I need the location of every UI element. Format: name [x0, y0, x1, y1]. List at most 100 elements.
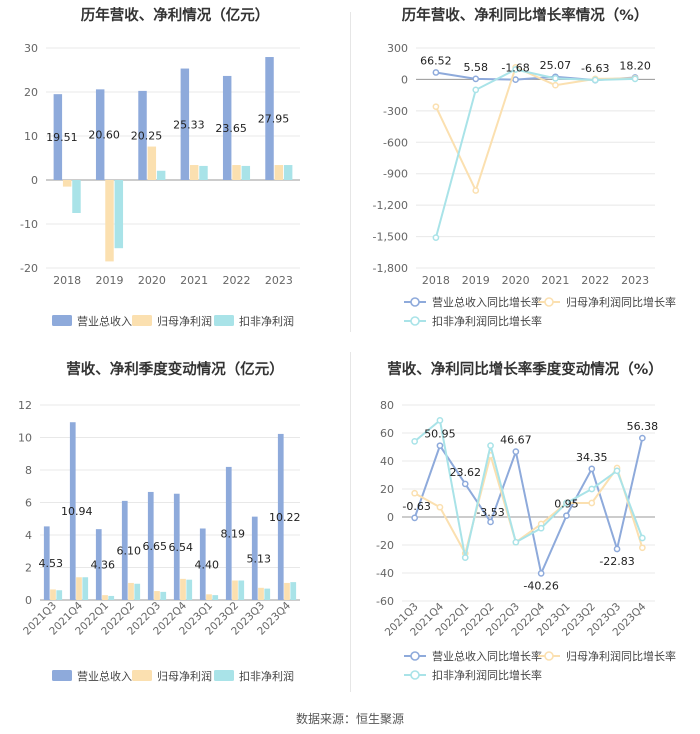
- bar-deducted-net-profit: [212, 595, 219, 600]
- bar-revenue: [138, 90, 147, 180]
- line-value-label: -0.63: [402, 500, 430, 513]
- y-tick-label: 2: [25, 562, 32, 575]
- bar-revenue: [43, 526, 50, 600]
- bar-parent-net-profit: [180, 578, 186, 600]
- bar-value-label: 8.19: [221, 527, 246, 540]
- series-point-0: [639, 434, 646, 442]
- bar-value-label: 25.33: [173, 118, 205, 131]
- series-point-0: [512, 76, 519, 83]
- bar-value-label: 10.94: [61, 505, 93, 518]
- y-tick-label: 0: [31, 174, 38, 187]
- chart-title: 营收、净利季度变动情况（亿元）: [66, 362, 284, 378]
- legend-swatch: [214, 315, 234, 326]
- bar-deducted-net-profit: [108, 595, 115, 600]
- bar-deducted-net-profit: [156, 170, 166, 180]
- y-tick-label: 0: [401, 73, 408, 86]
- x-tick-label: 2018: [53, 274, 81, 287]
- y-tick-label: -10: [20, 218, 38, 231]
- bar-parent-net-profit: [232, 165, 241, 180]
- legend-swatch: [214, 670, 234, 681]
- series-point-2: [613, 467, 621, 475]
- legend-marker: [410, 670, 420, 680]
- line-value-label: 56.38: [627, 420, 659, 433]
- series-point-2: [512, 66, 519, 73]
- bar-parent-net-profit: [258, 587, 264, 600]
- bar-value-label: 6.54: [169, 541, 194, 554]
- x-tick-label: 2020: [138, 274, 166, 287]
- divider-top: [350, 12, 351, 332]
- panel-annual-bar: 历年营收、净利情况（亿元） 30 20 10 0 -10 -20 2018 2019 2020 2…: [0, 0, 350, 340]
- line-value-label: -1.68: [501, 62, 529, 75]
- series-point-1: [436, 503, 444, 511]
- y-tick-label: -900: [383, 168, 408, 181]
- y-tick-label: -1,200: [373, 199, 408, 212]
- bar-parent-net-profit: [189, 165, 199, 180]
- bar-parent-net-profit: [284, 582, 290, 600]
- series-point-2: [537, 524, 545, 532]
- y-tick-label: -1,800: [373, 262, 408, 275]
- series-point-0: [512, 448, 520, 456]
- bar-parent-net-profit: [50, 589, 56, 600]
- legend-marker: [544, 297, 554, 307]
- bar-parent-net-profit: [62, 180, 72, 187]
- legend-marker: [410, 297, 420, 307]
- series-point-2: [563, 499, 570, 507]
- line-value-label: 46.67: [500, 434, 531, 447]
- line-value-label: 25.07: [540, 59, 572, 72]
- line-value-label: 34.35: [576, 451, 608, 464]
- bar-value-label: 6.65: [143, 540, 168, 553]
- y-tick-label: 6: [25, 497, 32, 510]
- series-point-0: [432, 69, 440, 76]
- y-tick-label: -40: [376, 567, 394, 580]
- bar-deducted-net-profit: [82, 577, 89, 600]
- series-point-2: [639, 534, 646, 542]
- series-point-2: [432, 234, 440, 241]
- bar-value-label: 23.65: [215, 122, 247, 135]
- bar-parent-net-profit: [147, 146, 157, 180]
- y-tick-label: -1,500: [373, 231, 408, 244]
- legend-label: 营业总收入: [77, 314, 132, 328]
- x-tick-label: 2018: [422, 274, 450, 287]
- x-tick-label: 2023: [621, 274, 649, 287]
- series-point-2: [512, 538, 520, 546]
- y-tick-label: 80: [380, 399, 394, 412]
- bar-revenue: [225, 466, 232, 600]
- y-tick-label: 0: [387, 511, 394, 524]
- series-point-0: [613, 545, 621, 553]
- bar-revenue: [222, 75, 232, 180]
- x-tick-label: 2021: [541, 274, 569, 287]
- bar-parent-net-profit: [128, 582, 134, 600]
- series-point-2: [411, 438, 419, 445]
- series-line-1: [414, 451, 644, 557]
- legend-swatch: [52, 670, 72, 681]
- bar-value-label: 19.51: [46, 131, 78, 144]
- series-point-1: [411, 489, 419, 497]
- y-tick-label: -20: [20, 262, 38, 275]
- x-tick-label: 2022: [223, 274, 251, 287]
- bar-deducted-net-profit: [56, 590, 63, 600]
- x-tick-label: 2021: [180, 274, 208, 287]
- series-point-1: [552, 81, 559, 89]
- legend-label: 营业总收入同比增长率: [432, 649, 542, 663]
- series-point-0: [436, 442, 444, 450]
- y-tick-label: -60: [376, 595, 394, 608]
- quarterly-revenue-profit-chart: 1210864202021Q32021Q42022Q12022Q22022Q32…: [18, 399, 301, 683]
- legend-marker: [544, 651, 554, 661]
- line-value-label: 0.95: [554, 498, 579, 511]
- bar-revenue: [180, 68, 190, 180]
- y-tick-label: -600: [383, 136, 408, 149]
- bar-revenue: [199, 528, 206, 600]
- series-line-2: [414, 418, 644, 558]
- bar-revenue: [95, 529, 102, 600]
- legend-swatch: [52, 315, 72, 326]
- bar-revenue: [265, 57, 274, 180]
- y-tick-label: 0: [25, 594, 32, 607]
- y-tick-label: 30: [24, 42, 38, 55]
- bar-deducted-net-profit: [134, 583, 141, 600]
- legend-swatch: [132, 315, 152, 326]
- line-value-label: 50.95: [424, 428, 456, 441]
- y-tick-label: 4: [25, 529, 32, 542]
- annual-growth-rate-chart: 300 0 -300 -600 -900 -1,200 -1,500 -1,800 2018 20…: [373, 42, 676, 328]
- chart-title: 历年营收、净利情况（亿元）: [80, 8, 270, 24]
- legend-swatch: [132, 670, 152, 681]
